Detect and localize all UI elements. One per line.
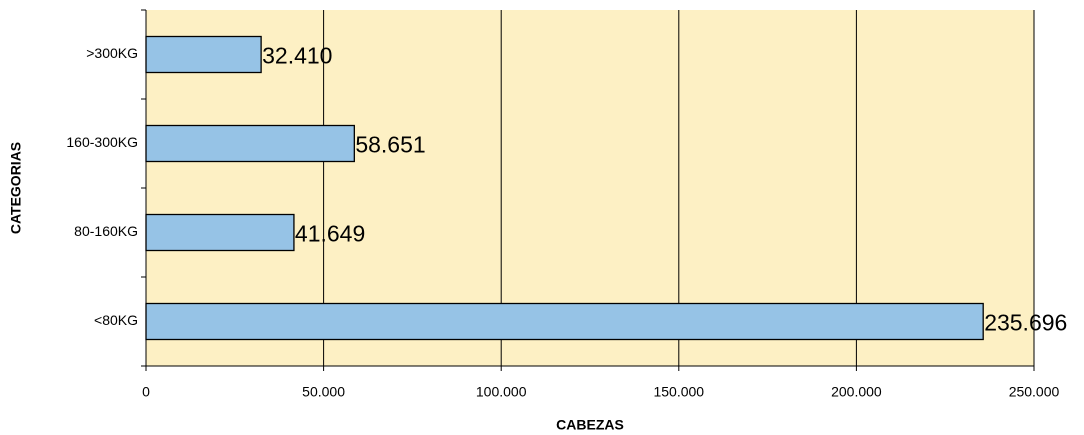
value-label: 41.649 <box>295 221 365 247</box>
x-tick-label: 150.000 <box>653 384 704 400</box>
x-tick-label: 0 <box>142 384 150 400</box>
y-tick-label: 80-160KG <box>74 223 138 239</box>
y-tick-label: >300KG <box>86 45 138 61</box>
bar <box>145 35 262 74</box>
bar <box>145 213 295 252</box>
x-axis-title: CABEZAS <box>556 417 624 433</box>
y-tick-label: <80KG <box>94 312 138 328</box>
x-tick-label: 250.000 <box>1009 384 1060 400</box>
y-tick-label: 160-300KG <box>66 134 138 150</box>
x-tick-label: 200.000 <box>831 384 882 400</box>
value-label: 235.696 <box>984 310 1067 336</box>
y-axis-title: CATEGORIAS <box>8 142 24 234</box>
x-tick-label: 100.000 <box>476 384 527 400</box>
x-tick-label: 50.000 <box>302 384 345 400</box>
bar <box>145 124 355 163</box>
value-label: 58.651 <box>355 132 425 158</box>
value-label: 32.410 <box>262 43 332 69</box>
bar <box>145 302 984 341</box>
